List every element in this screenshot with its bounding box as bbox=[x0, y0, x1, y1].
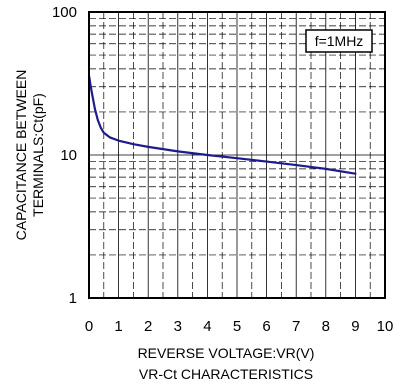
plot-frame bbox=[88, 11, 386, 299]
x-tick-label: 0 bbox=[85, 318, 93, 335]
x-tick-label: 8 bbox=[322, 318, 330, 335]
x-tick-label: 5 bbox=[233, 318, 241, 335]
y-tick-label: 100 bbox=[52, 4, 77, 21]
y-axis-label-line-2: TERMINALS:Ct(pF) bbox=[30, 93, 46, 217]
x-tick-label: 7 bbox=[292, 318, 300, 335]
frequency-annotation: f=1MHz bbox=[315, 33, 364, 49]
series-line-0 bbox=[87, 74, 357, 175]
y-tick-labels: 1 10 100 bbox=[52, 4, 77, 307]
y-tick-label: 10 bbox=[60, 147, 77, 164]
x-tick-label: 4 bbox=[203, 318, 211, 335]
x-axis-label: REVERSE VOLTAGE:VR(V) bbox=[138, 345, 315, 361]
curve-layer bbox=[87, 74, 357, 175]
annotation-box: f=1MHz bbox=[305, 29, 373, 53]
x-tick-label: 6 bbox=[262, 318, 270, 335]
x-tick-label: 10 bbox=[377, 318, 394, 335]
x-tick-label: 9 bbox=[351, 318, 359, 335]
annotation-border bbox=[305, 29, 373, 53]
y-axis-label-line-1: CAPACITANCE BETWEEN bbox=[13, 70, 29, 241]
chart-title: VR-Ct CHARACTERISTICS bbox=[139, 366, 313, 382]
grid bbox=[89, 12, 385, 298]
x-tick-label: 2 bbox=[144, 318, 152, 335]
y-tick-label: 1 bbox=[69, 290, 77, 307]
x-tick-label: 1 bbox=[114, 318, 122, 335]
x-tick-label: 3 bbox=[174, 318, 182, 335]
x-tick-labels: 0 1 2 3 4 5 6 7 8 9 10 bbox=[85, 318, 394, 335]
